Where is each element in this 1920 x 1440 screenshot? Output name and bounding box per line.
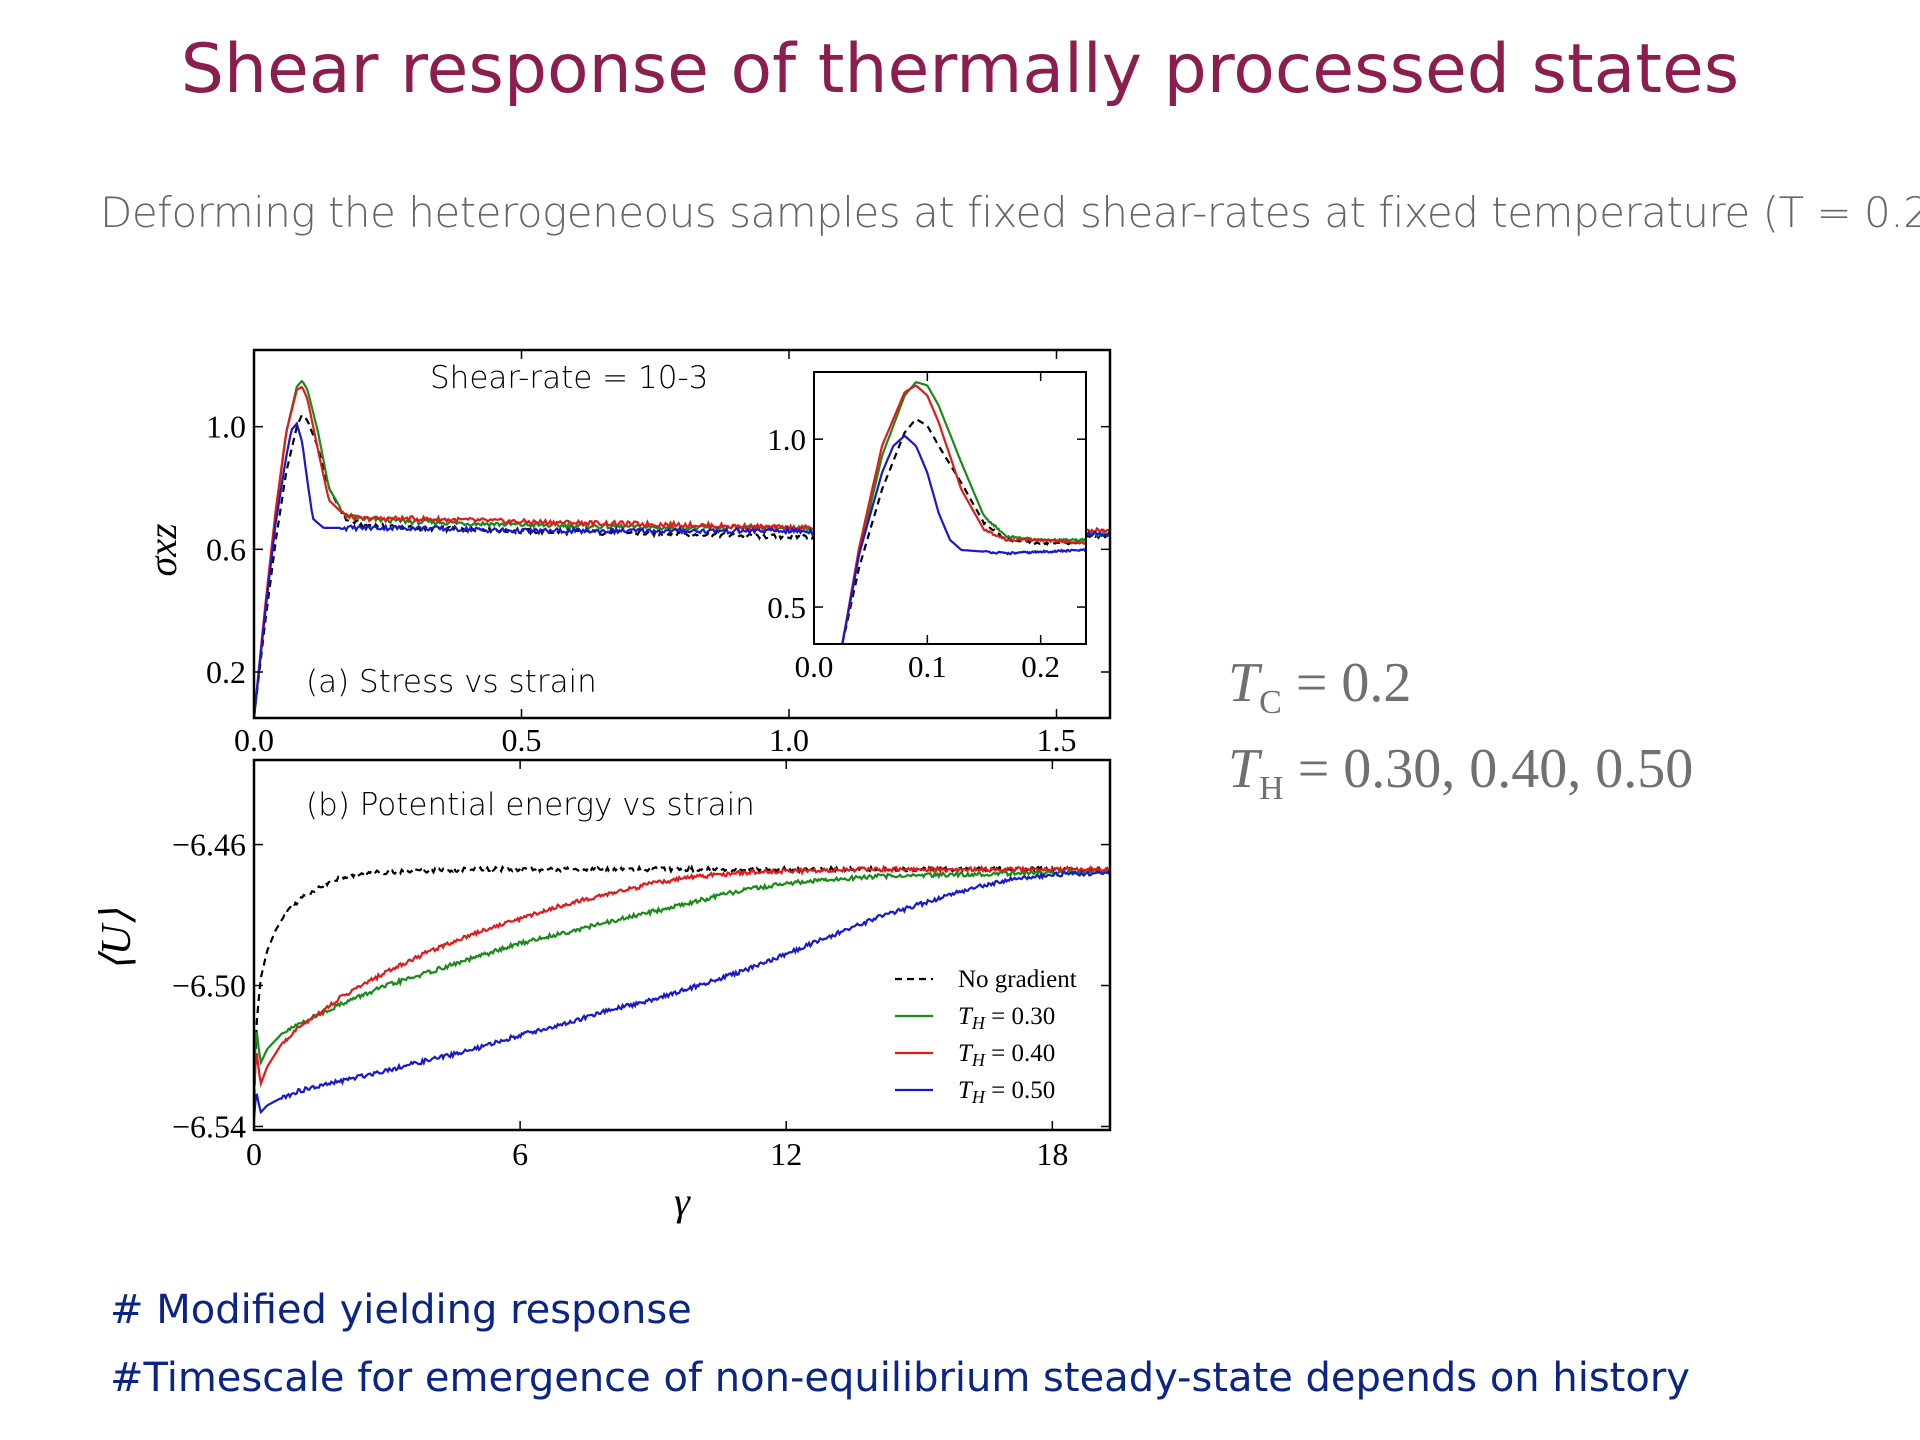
panel-b-y-tick-label: −6.50: [172, 968, 246, 1004]
panel-a-y-tick-label: 0.6: [206, 531, 246, 567]
series-line-no-gradient-inset: [841, 418, 1086, 644]
legend-subscript: H: [971, 1050, 986, 1070]
legend-symbol: T: [958, 1077, 974, 1104]
legend-entry-t-h-0-30: TH = 0.30: [958, 1003, 1055, 1033]
panel-a-y-tick-label: 0.2: [206, 654, 246, 690]
series-line-t-h-0-50: [254, 870, 1110, 1120]
legend-symbol: T: [958, 1040, 974, 1067]
shear-rate-annotation: Shear-rate = 10-3: [430, 360, 708, 396]
inset-x-tick-label: 0.1: [908, 649, 947, 684]
panel-b-y-tick-label: −6.46: [172, 827, 246, 863]
tc-value: = 0.2: [1295, 652, 1412, 714]
legend-entry-t-h-0-40: TH = 0.40: [958, 1040, 1055, 1070]
panel-a-y-tick-label: 1.0: [206, 409, 246, 445]
panel-b-frame: [252, 758, 1112, 1132]
panel-b-x-tick-label: 12: [770, 1136, 802, 1172]
inset-x-tick-label: 0.2: [1021, 649, 1060, 684]
panel-b-series: [254, 864, 1110, 1120]
bullet-item: #Timescale for emergence of non-equilibr…: [110, 1355, 1690, 1401]
panel-b-y-tick-label: −6.54: [172, 1108, 246, 1144]
conclusion-bullets: # Modified yielding response #Timescale …: [110, 1276, 1690, 1412]
inset-background: [814, 372, 1086, 644]
inset-frame: [813, 371, 1087, 645]
tc-line: TC = 0.2: [1228, 650, 1693, 736]
legend-entry-t-h-0-50: TH = 0.50: [958, 1077, 1055, 1107]
series-line-t-h-0-50-inset: [841, 434, 1086, 644]
series-line-t-h-0-40: [254, 864, 1110, 1095]
panel-a-x-tick-label: 1.5: [1037, 722, 1077, 758]
inset-y-tick-label: 0.5: [767, 590, 806, 625]
stress-strain-inset: 0.0 0.1 0.2 0.5 1.0: [767, 371, 1087, 684]
inset-series: [841, 381, 1086, 644]
legend-value: = 0.40: [985, 1040, 1055, 1067]
legend-subscript: H: [971, 1013, 986, 1033]
panel-a-label: (a) Stress vs strain: [306, 664, 597, 700]
panel-b-x-tick-label: 18: [1036, 1136, 1068, 1172]
panel-a-x-tick-label: 1.0: [769, 722, 809, 758]
slide-subtitle: Deforming the heterogeneous samples at f…: [100, 188, 1920, 237]
inset-y-tick-label: 1.0: [767, 422, 806, 457]
slide-title: Shear response of thermally processed st…: [180, 30, 1740, 109]
th-symbol: T: [1228, 738, 1260, 801]
panel-a-y-axis-label: σxz: [140, 523, 185, 576]
series-line-t-h-0-40-inset: [841, 384, 1086, 644]
panel-b-label: (b) Potential energy vs strain: [306, 787, 755, 823]
legend-subscript: H: [971, 1087, 986, 1107]
panel-b-y-axis-label: ⟨U⟩: [94, 908, 140, 971]
panel-b-x-tick-label: 6: [512, 1136, 528, 1172]
th-subscript: H: [1259, 770, 1284, 808]
series-line-t-h-0-30: [254, 866, 1110, 1078]
legend-entry-no-gradient: No gradient: [958, 966, 1077, 993]
th-value: = 0.30, 0.40, 0.50: [1297, 738, 1694, 801]
legend-value: = 0.50: [985, 1077, 1055, 1104]
potential-energy-panel: 0 6 12 18 −6.54 −6.50 −6.46 ⟨U⟩ γ (b) Potential e…: [94, 758, 1112, 1224]
panel-b-x-axis-label: γ: [674, 1179, 691, 1224]
series-line-no-gradient: [254, 864, 1110, 1109]
inset-x-tick-label: 0.0: [795, 649, 834, 684]
panel-b-x-tick-label: 0: [246, 1136, 262, 1172]
bullet-item: # Modified yielding response: [110, 1287, 692, 1333]
panel-a-x-tick-label: 0.0: [234, 722, 274, 758]
temperature-parameters: TC = 0.2 TH = 0.30, 0.40, 0.50: [1228, 650, 1693, 822]
tc-subscript: C: [1259, 684, 1282, 722]
legend-symbol: T: [958, 1003, 974, 1030]
panel-a-x-tick-label: 0.5: [502, 722, 542, 758]
tc-symbol: T: [1228, 652, 1260, 714]
panel-a-frame: [252, 348, 1112, 720]
th-line: TH = 0.30, 0.40, 0.50: [1228, 736, 1693, 822]
legend-value: = 0.30: [985, 1003, 1055, 1030]
